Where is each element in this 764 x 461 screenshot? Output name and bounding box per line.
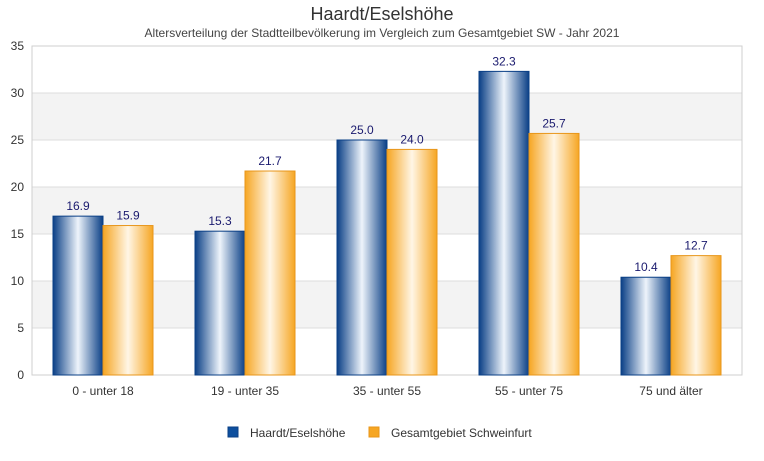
bar (620, 276, 672, 376)
chart-subtitle: Altersverteilung der Stadtteilbevölkerun… (145, 26, 620, 40)
y-tick-label: 30 (11, 86, 25, 100)
plot-band (32, 93, 742, 140)
bar (52, 215, 104, 376)
data-label: 16.9 (66, 199, 90, 213)
data-label: 15.3 (208, 214, 232, 228)
bar (528, 132, 580, 376)
chart-title: Haardt/Eselshöhe (310, 4, 453, 24)
y-tick-label: 0 (17, 368, 24, 382)
bar (102, 225, 154, 376)
data-label: 15.9 (116, 209, 140, 223)
x-tick-label: 35 - unter 55 (353, 384, 421, 398)
bar (478, 70, 530, 376)
data-label: 21.7 (258, 154, 282, 168)
x-tick-label: 19 - unter 35 (211, 384, 279, 398)
legend-swatch (227, 426, 239, 438)
y-tick-label: 5 (17, 321, 24, 335)
data-label: 10.4 (634, 260, 658, 274)
legend-label: Haardt/Eselshöhe (250, 426, 346, 440)
legend-label: Gesamtgebiet Schweinfurt (391, 426, 532, 440)
bar (244, 170, 296, 376)
bar (194, 230, 246, 376)
data-label: 25.7 (542, 116, 566, 130)
data-label: 12.7 (684, 239, 708, 253)
x-tick-label: 55 - unter 75 (495, 384, 563, 398)
y-tick-label: 15 (11, 227, 25, 241)
x-tick-label: 75 und älter (639, 384, 702, 398)
bar (336, 139, 388, 376)
y-tick-label: 35 (11, 39, 25, 53)
data-label: 24.0 (400, 132, 424, 146)
x-tick-label: 0 - unter 18 (72, 384, 134, 398)
y-tick-label: 10 (11, 274, 25, 288)
y-tick-label: 20 (11, 180, 25, 194)
legend-swatch (368, 426, 380, 438)
plot-band (32, 46, 742, 93)
data-label: 25.0 (350, 123, 374, 137)
y-tick-label: 25 (11, 133, 25, 147)
bar (386, 148, 438, 376)
bar (670, 255, 722, 376)
data-label: 32.3 (492, 54, 516, 68)
